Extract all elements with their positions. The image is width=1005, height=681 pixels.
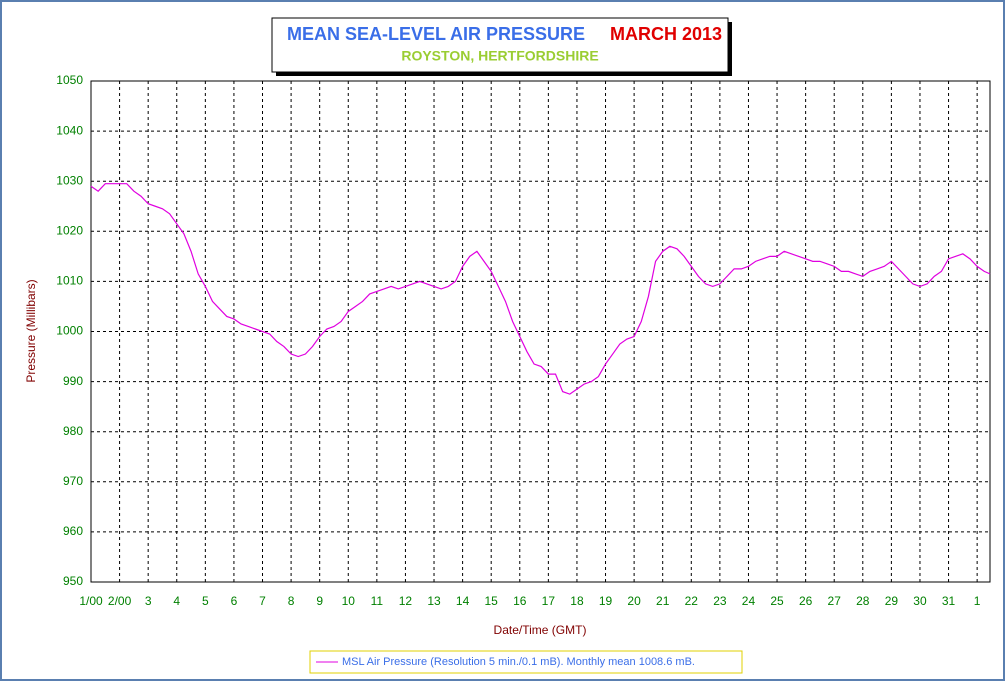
y-axis-label: Pressure (Millibars) [24,279,38,382]
x-tick-label: 1 [974,594,981,608]
x-tick-label: 25 [770,594,784,608]
x-tick-label: 3 [145,594,152,608]
legend-label: MSL Air Pressure (Resolution 5 min./0.1 … [342,656,695,668]
y-tick-label: 1010 [56,274,83,288]
x-tick-label: 1/00 [79,594,103,608]
y-tick-label: 1040 [56,123,83,137]
x-tick-label: 9 [316,594,323,608]
x-tick-label: 15 [485,594,499,608]
x-tick-label: 12 [399,594,413,608]
x-tick-label: 31 [942,594,956,608]
y-tick-label: 980 [63,424,83,438]
x-tick-label: 22 [685,594,699,608]
x-tick-label: 18 [570,594,584,608]
x-axis-label: Date/Time (GMT) [494,623,587,637]
x-tick-label: 11 [371,594,384,608]
x-tick-label: 19 [599,594,613,608]
y-tick-label: 950 [63,574,83,588]
x-tick-label: 4 [173,594,180,608]
x-tick-label: 14 [456,594,470,608]
x-tick-label: 17 [542,594,556,608]
y-tick-label: 1050 [56,73,83,87]
plot-border [90,80,991,583]
y-tick-label: 960 [63,524,83,538]
x-tick-label: 7 [259,594,266,608]
x-tick-label: 8 [288,594,295,608]
data-line [90,183,991,395]
chart-period: MARCH 2013 [610,24,722,44]
x-tick-label: 20 [627,594,641,608]
x-tick-label: 10 [342,594,356,608]
x-tick-label: 23 [713,594,727,608]
chart-subtitle: ROYSTON, HERTFORDSHIRE [401,48,598,64]
x-tick-label: 27 [828,594,842,608]
chart-title: MEAN SEA-LEVEL AIR PRESSURE [287,24,585,44]
x-tick-label: 13 [427,594,441,608]
y-tick-label: 970 [63,474,83,488]
x-tick-label: 24 [742,594,756,608]
x-tick-label: 21 [656,594,670,608]
y-tick-label: 1000 [56,324,83,338]
x-tick-label: 29 [885,594,899,608]
y-tick-label: 990 [63,374,83,388]
x-tick-label: 28 [856,594,870,608]
legend [309,650,743,674]
title-box [271,17,729,73]
x-tick-label: 6 [231,594,238,608]
y-tick-label: 1020 [56,223,83,237]
x-tick-label: 16 [513,594,527,608]
x-tick-label: 2/00 [108,594,132,608]
x-tick-label: 30 [913,594,927,608]
x-tick-label: 26 [799,594,813,608]
plot-area [91,81,990,582]
x-tick-label: 5 [202,594,209,608]
y-tick-label: 1030 [56,173,83,187]
